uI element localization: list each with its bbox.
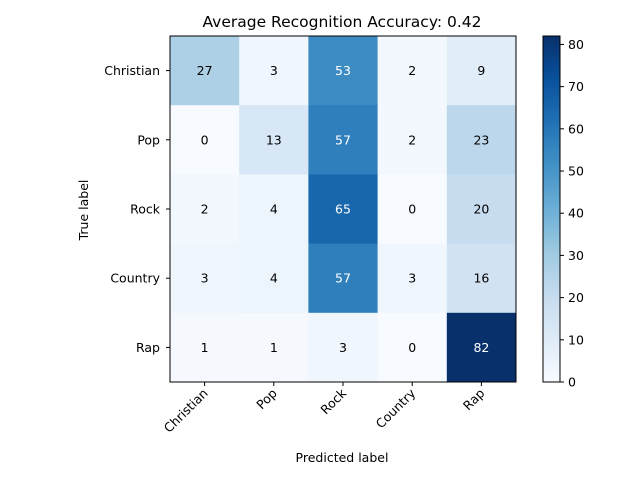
cell-value: 57 (335, 132, 351, 147)
cell-value: 2 (408, 132, 416, 147)
heatmap-cell (239, 105, 309, 175)
x-tick-label: Pop (253, 385, 280, 412)
cell-value: 1 (270, 340, 278, 355)
heatmap-cell (170, 243, 240, 314)
cell-value: 4 (270, 271, 278, 286)
heatmap-cell (377, 36, 448, 106)
colorbar-tick-label: 60 (568, 121, 584, 136)
colorbar-tick-label: 30 (568, 248, 584, 263)
y-tick-label: Country (110, 271, 160, 286)
colorbar-ticks: 0 10 20 30 40 50 60 70 80 (560, 37, 584, 390)
x-axis-label: Predicted label (296, 450, 389, 465)
cell-value-labels: 27 3 53 2 90 13 57 2 232 4 65 0 203 4 57 3 161 1 3 0 82 (197, 63, 490, 355)
chart-title: Average Recognition Accuracy: 0.42 (202, 13, 481, 31)
colorbar-tick-label: 0 (568, 375, 576, 390)
cell-value: 53 (335, 63, 351, 78)
heatmap-cell (446, 312, 517, 383)
heatmap-cell (239, 312, 309, 383)
colorbar (542, 35, 561, 383)
colorbar-tick-label: 40 (568, 206, 584, 221)
heatmap-cell (446, 105, 517, 175)
heatmap-cell (239, 243, 309, 314)
x-tick-label: Country (373, 385, 419, 431)
heatmap-cell (308, 243, 379, 314)
colorbar-tick-label: 50 (568, 164, 584, 179)
cell-value: 3 (270, 63, 278, 78)
cell-value: 57 (335, 271, 351, 286)
x-tick-label: Rock (317, 385, 349, 417)
heatmap-cell (377, 243, 448, 314)
cell-value: 9 (477, 63, 485, 78)
cell-value: 0 (408, 340, 416, 355)
cell-value: 13 (266, 132, 282, 147)
colorbar-tick-label: 80 (568, 37, 584, 52)
heatmap-cell (170, 36, 240, 106)
cell-value: 3 (408, 271, 416, 286)
colorbar-tick-label: 20 (568, 290, 584, 305)
heatmap-cell (446, 36, 517, 106)
heatmap-cell (377, 312, 448, 383)
heatmap-cell (239, 174, 309, 245)
heatmap-cell (308, 36, 379, 106)
cell-value: 2 (408, 63, 416, 78)
cell-value: 3 (201, 271, 209, 286)
cell-value: 20 (473, 202, 489, 217)
cell-value: 82 (473, 340, 489, 355)
y-axis-ticks: Christian Pop Rock Country Rap (104, 63, 170, 355)
y-tick-label: Christian (104, 63, 160, 78)
x-tick-label: Rap (460, 385, 488, 413)
heatmap-cell (377, 105, 448, 175)
cell-value: 0 (201, 132, 209, 147)
heatmap-cells (170, 36, 517, 383)
heatmap-cell (170, 174, 240, 245)
x-axis-ticks: Christian Pop Rock Country Rap (161, 382, 488, 436)
y-tick-label: Rock (130, 202, 161, 217)
cell-value: 2 (201, 202, 209, 217)
cell-value: 16 (473, 271, 489, 286)
heatmap-cell (170, 105, 240, 175)
cell-value: 27 (197, 63, 213, 78)
heatmap-cell (239, 36, 309, 106)
cell-value: 65 (335, 202, 351, 217)
x-tick-label: Christian (161, 386, 211, 436)
cell-value: 3 (339, 340, 347, 355)
heatmap-cell (308, 174, 379, 245)
y-tick-label: Rap (136, 340, 160, 355)
colorbar-tick-label: 70 (568, 79, 584, 94)
heatmap-cell (308, 312, 379, 383)
heatmap-cell (377, 174, 448, 245)
heatmap-cell (446, 243, 517, 314)
cell-value: 4 (270, 202, 278, 217)
y-tick-label: Pop (137, 132, 160, 147)
cell-value: 1 (201, 340, 209, 355)
heatmap-cell (170, 312, 240, 383)
cell-value: 23 (473, 132, 489, 147)
colorbar-tick-label: 10 (568, 332, 584, 347)
heatmap-cell (308, 105, 379, 175)
cell-value: 0 (408, 202, 416, 217)
y-axis-label: True label (76, 180, 91, 242)
heatmap-cell (446, 174, 517, 245)
